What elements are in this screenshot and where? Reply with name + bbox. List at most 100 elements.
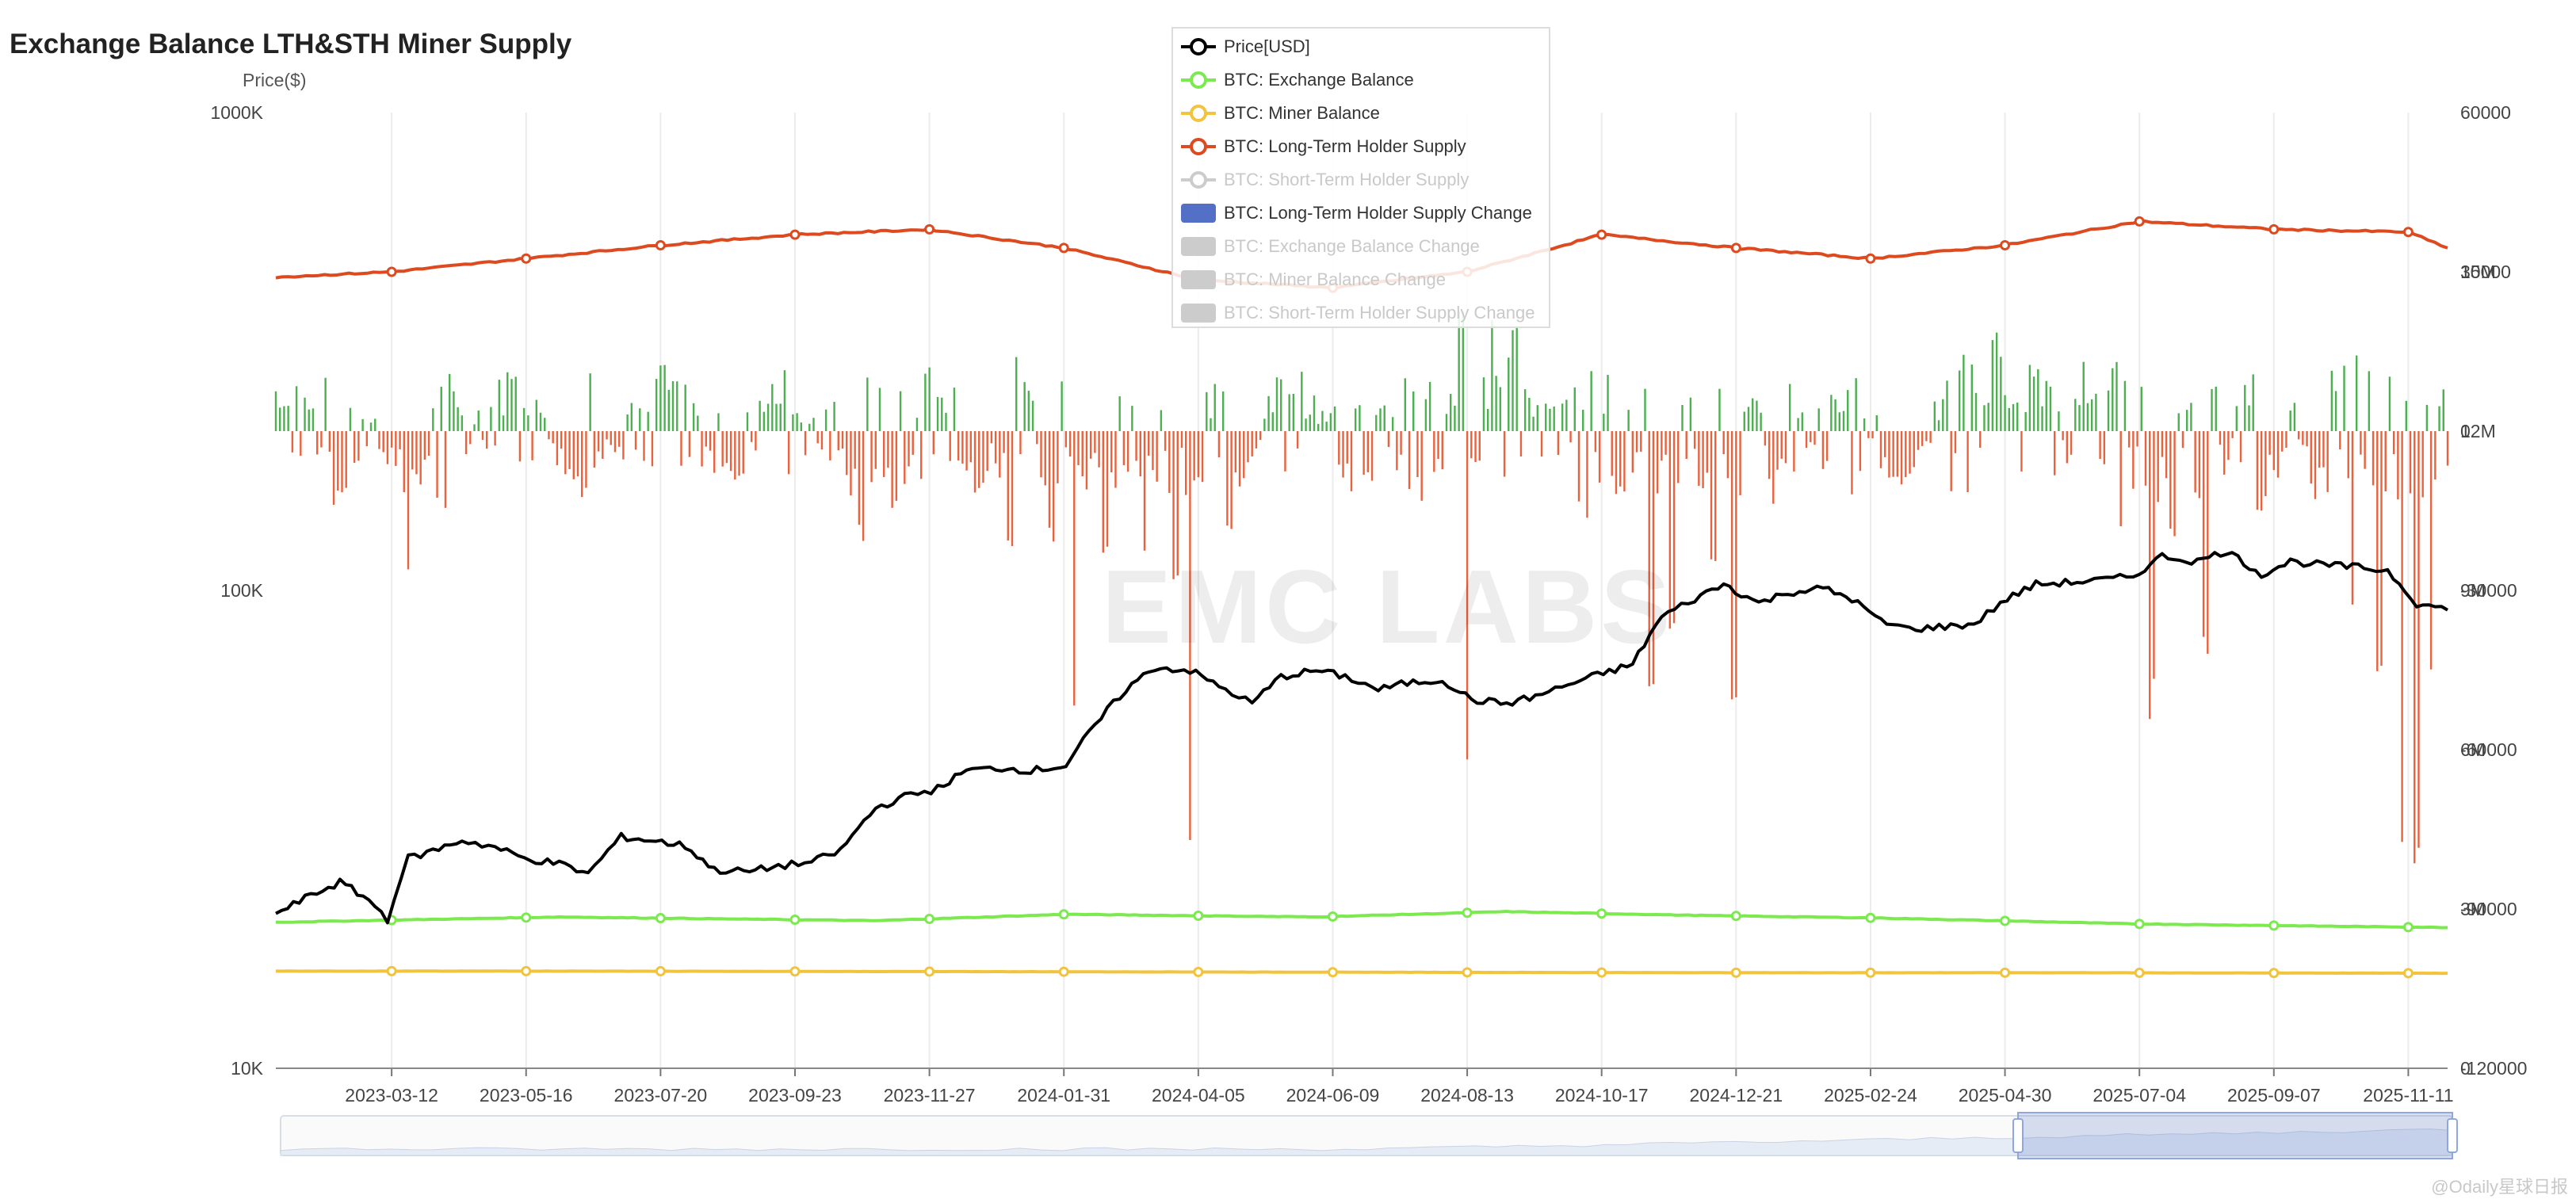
ltsh-change-bar bbox=[2409, 431, 2412, 494]
ltsh-change-bar bbox=[792, 414, 794, 431]
ltsh-change-bar bbox=[999, 431, 1001, 478]
ltsh-change-bar bbox=[2268, 431, 2271, 455]
ltsh-change-bar bbox=[2123, 380, 2127, 431]
x-tick-label: 2025-09-07 bbox=[2227, 1085, 2321, 1106]
ltsh-change-bar bbox=[564, 431, 567, 475]
legend-label: BTC: Long-Term Holder Supply Change bbox=[1224, 203, 1532, 223]
ltsh-change-bar bbox=[705, 431, 707, 447]
ltsh-change-bar bbox=[1693, 431, 1696, 449]
zoom-preview-area bbox=[280, 1129, 2453, 1156]
exchange-balance-line-point bbox=[789, 915, 801, 926]
ltsh-change-bar bbox=[973, 431, 977, 493]
ltsh-change-bar bbox=[1627, 410, 1630, 431]
ltsh-change-bar bbox=[1333, 406, 1336, 431]
ltsh-change-bar bbox=[1031, 400, 1034, 431]
lth-supply-line-point bbox=[655, 240, 666, 250]
ltsh-change-bar bbox=[1230, 431, 1233, 529]
legend-item-exchange-balance[interactable]: BTC: Exchange Balance bbox=[1181, 67, 1414, 94]
ltsh-change-bar bbox=[535, 399, 537, 431]
ltsh-change-bar bbox=[1631, 431, 1634, 473]
ltsh-change-bar bbox=[1958, 370, 1961, 431]
ltsh-change-bar bbox=[283, 406, 285, 431]
ltsh-change-bar bbox=[544, 418, 546, 431]
miner-balance-line-point bbox=[386, 965, 397, 976]
ltsh-change-bar bbox=[1702, 431, 1704, 489]
x-tick-label: 2023-09-23 bbox=[748, 1085, 842, 1106]
ltsh-change-bar bbox=[473, 424, 476, 431]
data-zoom-slider[interactable] bbox=[280, 1112, 2458, 1159]
ltsh-change-bar bbox=[506, 372, 509, 431]
legend-item-lth-supply[interactable]: BTC: Long-Term Holder Supply bbox=[1181, 133, 1466, 160]
ltsh-change-bar bbox=[291, 431, 294, 453]
miner-balance-line-point bbox=[2268, 968, 2280, 979]
ltsh-change-bar bbox=[2032, 376, 2035, 431]
ltsh-change-bar bbox=[994, 431, 997, 464]
ltsh-change-bar bbox=[738, 431, 740, 476]
ltsh-change-bar bbox=[742, 431, 744, 474]
ltsh-change-bar bbox=[1810, 431, 1812, 442]
lth-supply-line-point bbox=[386, 266, 397, 277]
ltsh-change-bar bbox=[2414, 431, 2416, 864]
supply-tick-label: 6M bbox=[2460, 739, 2486, 760]
legend-label: BTC: Long-Term Holder Supply bbox=[1224, 136, 1466, 156]
ltsh-change-bar bbox=[721, 431, 724, 467]
legend-item-sth-supply-change[interactable]: BTC: Short-Term Holder Supply Change bbox=[1181, 300, 1535, 327]
legend-item-sth-supply[interactable]: BTC: Short-Term Holder Supply bbox=[1181, 166, 1469, 193]
ltsh-change-bar bbox=[2078, 405, 2081, 431]
ltsh-change-bar bbox=[1619, 431, 1622, 487]
ltsh-change-bar bbox=[518, 431, 522, 462]
ltsh-change-bar bbox=[2231, 431, 2234, 438]
ltsh-change-bar bbox=[1900, 431, 1903, 485]
ltsh-change-bar bbox=[1391, 417, 1394, 431]
legend-label: BTC: Short-Term Holder Supply bbox=[1224, 170, 1470, 189]
exchange-balance-line bbox=[275, 910, 2448, 930]
legend-item-lth-supply-change[interactable]: BTC: Long-Term Holder Supply Change bbox=[1181, 200, 1532, 227]
ltsh-change-bar bbox=[1110, 431, 1113, 473]
ltsh-change-bar bbox=[449, 373, 451, 431]
ltsh-change-bar bbox=[1784, 431, 1787, 464]
ltsh-change-bar bbox=[1760, 412, 1762, 431]
ltsh-change-bar bbox=[1545, 403, 1547, 431]
ltsh-change-bar bbox=[862, 431, 865, 541]
ltsh-change-bar bbox=[1598, 431, 1601, 483]
legend-item-price[interactable]: Price[USD] bbox=[1181, 33, 1310, 60]
ltsh-change-bar bbox=[1515, 327, 1518, 431]
legend-label: BTC: Miner Balance bbox=[1224, 103, 1380, 123]
ltsh-change-bar bbox=[2115, 361, 2118, 431]
ltsh-change-bar bbox=[2405, 400, 2408, 431]
ltsh-change-bar bbox=[945, 412, 947, 431]
ltsh-change-bar bbox=[1921, 431, 1924, 446]
ltsh-change-bar bbox=[2347, 431, 2349, 479]
legend-item-miner-balance[interactable]: BTC: Miner Balance bbox=[1181, 100, 1380, 127]
ltsh-change-bar bbox=[1776, 431, 1779, 470]
ltsh-change-bar bbox=[2127, 431, 2131, 448]
lth-supply-line-point bbox=[521, 253, 532, 264]
exchange-balance-line-point bbox=[1058, 909, 1069, 920]
ltsh-change-bar bbox=[2103, 431, 2106, 464]
ltsh-change-bar bbox=[1238, 431, 1241, 487]
ltsh-change-bar bbox=[432, 408, 434, 431]
ltsh-change-bar bbox=[1011, 431, 1014, 547]
ltsh-change-bar bbox=[1954, 431, 1957, 453]
ltsh-change-bar bbox=[1979, 431, 1982, 448]
ltsh-change-bar bbox=[2062, 431, 2064, 441]
ltsh-change-bar bbox=[2144, 431, 2147, 486]
ltsh-change-bar bbox=[1210, 418, 1212, 431]
ltsh-change-bar bbox=[1730, 431, 1733, 700]
ltsh-change-bar bbox=[2045, 380, 2047, 431]
ltsh-change-bar bbox=[315, 431, 319, 455]
zoom-handle-left bbox=[2012, 1118, 2024, 1153]
ltsh-change-bar bbox=[1412, 391, 1415, 431]
legend-item-exchange-balance-change[interactable]: BTC: Exchange Balance Change bbox=[1181, 233, 1480, 260]
ltsh-change-bar bbox=[663, 365, 666, 431]
supply-tick-label: 3M bbox=[2460, 899, 2486, 919]
ltsh-change-bar bbox=[2157, 431, 2159, 502]
ltsh-change-bar bbox=[2107, 390, 2110, 431]
ltsh-change-bar bbox=[1652, 431, 1655, 685]
ltsh-change-bar bbox=[597, 431, 600, 452]
legend-item-miner-balance-change[interactable]: BTC: Miner Balance Change bbox=[1181, 266, 1446, 293]
ltsh-change-bar bbox=[1946, 380, 1948, 431]
ltsh-change-bar bbox=[304, 397, 306, 431]
miner-balance-line-point bbox=[1193, 966, 1204, 977]
legend-line-marker-icon bbox=[1181, 171, 1216, 189]
